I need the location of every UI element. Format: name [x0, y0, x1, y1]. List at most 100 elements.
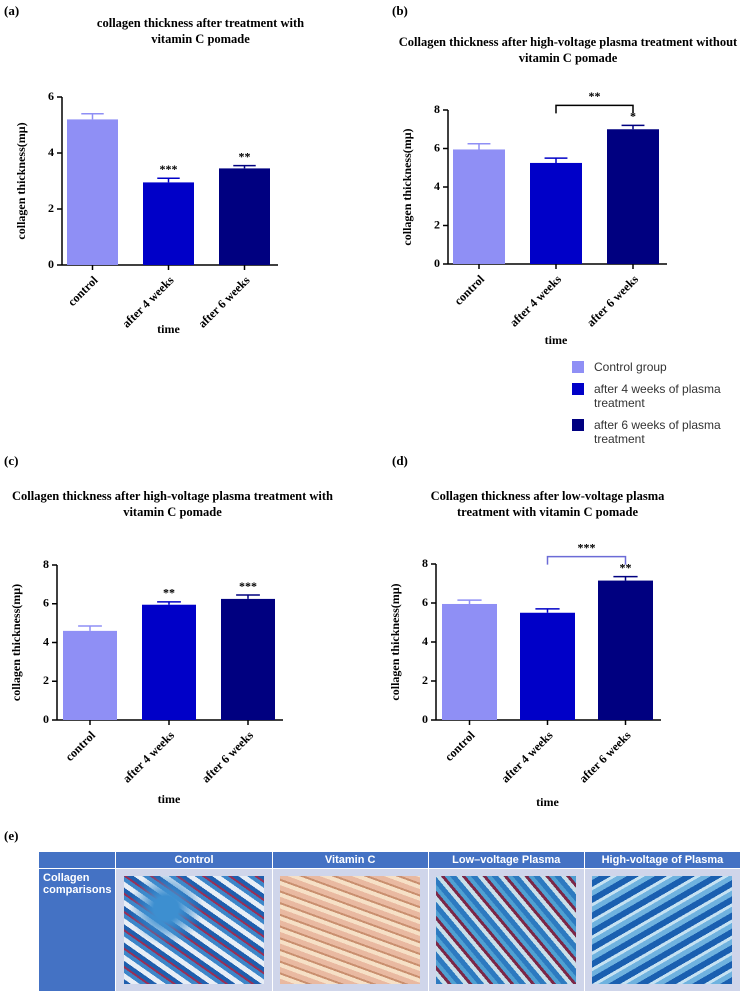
error-bar — [157, 601, 181, 605]
x-axis-label: time — [536, 795, 559, 809]
x-tick-label: after 6 weeks — [199, 728, 257, 786]
significance-label: * — [630, 109, 636, 123]
y-tick-label: 8 — [43, 557, 49, 571]
column-header: High-voltage of Plasma — [583, 851, 742, 869]
x-tick-label: control — [62, 728, 98, 764]
micrograph — [592, 876, 733, 984]
micrograph — [280, 876, 421, 984]
row-header: Collagen comparisons — [37, 868, 117, 992]
x-axis-label: time — [545, 333, 568, 347]
significance-label: *** — [160, 162, 178, 176]
y-axis-label: collagen thickness(mμ) — [388, 583, 402, 700]
error-bar — [157, 177, 180, 183]
y-tick-label: 0 — [434, 256, 440, 270]
y-tick-label: 2 — [434, 217, 440, 231]
y-tick-label: 4 — [422, 634, 428, 648]
y-tick-label: 8 — [422, 556, 428, 570]
micrograph — [436, 876, 577, 984]
x-axis-label: time — [157, 322, 180, 336]
significance-label: ** — [163, 586, 175, 600]
y-tick-label: 6 — [43, 596, 49, 610]
error-bar — [621, 124, 645, 130]
legend-item: Control group — [572, 360, 752, 374]
x-tick-label: control — [451, 272, 487, 308]
y-axis-label: collagen thickness(mμ) — [400, 128, 414, 245]
x-tick-label: after 6 weeks — [584, 272, 642, 330]
significance-label: *** — [239, 579, 257, 593]
x-axis-label: time — [158, 792, 181, 806]
error-bar — [81, 113, 104, 120]
panel-label: (c) — [4, 453, 19, 468]
significance-label: ** — [239, 149, 251, 163]
legend-swatch — [572, 419, 584, 431]
bar — [442, 603, 497, 720]
y-tick-label: 6 — [48, 89, 54, 103]
legend-swatch — [572, 383, 584, 395]
image-table: Control Vitamin C Low–voltage Plasma High-v… — [37, 851, 742, 992]
image-cell — [583, 868, 742, 992]
significance-bracket — [546, 555, 627, 565]
chart-title: Collagen thickness after high-voltage pl… — [11, 489, 334, 519]
legend-label: Control group — [594, 360, 667, 374]
x-tick-label: after 4 weeks — [507, 272, 565, 330]
bar — [598, 580, 653, 720]
image-cell — [271, 868, 429, 992]
bar — [219, 168, 270, 265]
y-tick-label: 4 — [48, 145, 54, 159]
y-tick-label: 8 — [434, 102, 440, 116]
bar — [530, 162, 582, 264]
x-tick-label: control — [442, 728, 478, 764]
y-axis-label: collagen thickness(mμ) — [9, 584, 23, 701]
x-tick-label: control — [65, 273, 101, 309]
chart-title: collagen thickness after treatment with … — [96, 16, 305, 46]
bar — [143, 182, 194, 265]
y-tick-label: 6 — [434, 140, 440, 154]
x-tick-label: after 6 weeks — [195, 273, 253, 331]
bar — [607, 129, 659, 264]
y-tick-label: 4 — [434, 179, 440, 193]
panel-label: (a) — [4, 3, 20, 18]
significance-bracket — [555, 104, 634, 114]
y-tick-label: 4 — [43, 634, 49, 648]
micrograph — [124, 876, 265, 984]
y-tick-label: 6 — [422, 595, 428, 609]
y-tick-label: 0 — [48, 257, 54, 271]
corner-cell — [37, 851, 117, 869]
chart-title: Collagen thickness after low-voltage pla… — [430, 489, 665, 519]
legend-label: after 4 weeks of plasma treatment — [594, 382, 721, 410]
error-bar — [457, 599, 482, 604]
y-axis-label: collagen thickness(mμ) — [14, 122, 28, 239]
chart-title: Collagen thickness after high-voltage pl… — [398, 35, 738, 65]
error-bar — [535, 608, 560, 613]
error-bar — [544, 157, 568, 163]
image-cell — [427, 868, 585, 992]
error-bar — [78, 625, 102, 631]
y-tick-label: 0 — [43, 712, 49, 726]
bar — [142, 604, 196, 720]
image-cell — [115, 868, 273, 992]
bar — [520, 612, 575, 720]
error-bar — [233, 164, 256, 169]
significance-label: *** — [578, 540, 596, 554]
error-bar — [236, 594, 260, 599]
bar — [63, 630, 117, 720]
charts: 0 2 4 6 collagen thickness(mμ) time control aft… — [9, 89, 667, 809]
significance-label: ** — [589, 89, 601, 103]
legend-item: after 6 weeks of plasma treatment — [572, 418, 752, 446]
x-tick-label: after 6 weeks — [576, 728, 634, 786]
legend-label: after 6 weeks of plasma treatment — [594, 418, 721, 446]
significance-label: ** — [620, 560, 632, 574]
column-header: Low–voltage Plasma — [427, 851, 585, 869]
x-tick-label: after 4 weeks — [120, 728, 178, 786]
y-tick-label: 2 — [43, 673, 49, 687]
bar — [453, 149, 505, 264]
legend-item: after 4 weeks of plasma treatment — [572, 382, 752, 410]
column-header: Control — [115, 851, 273, 869]
x-tick-label: after 4 weeks — [498, 728, 556, 786]
legend-swatch — [572, 361, 584, 373]
legend: Control group after 4 weeks of plasma tre… — [572, 360, 752, 454]
panel-label: (e) — [4, 828, 19, 843]
y-tick-label: 0 — [422, 712, 428, 726]
y-tick-label: 2 — [48, 201, 54, 215]
